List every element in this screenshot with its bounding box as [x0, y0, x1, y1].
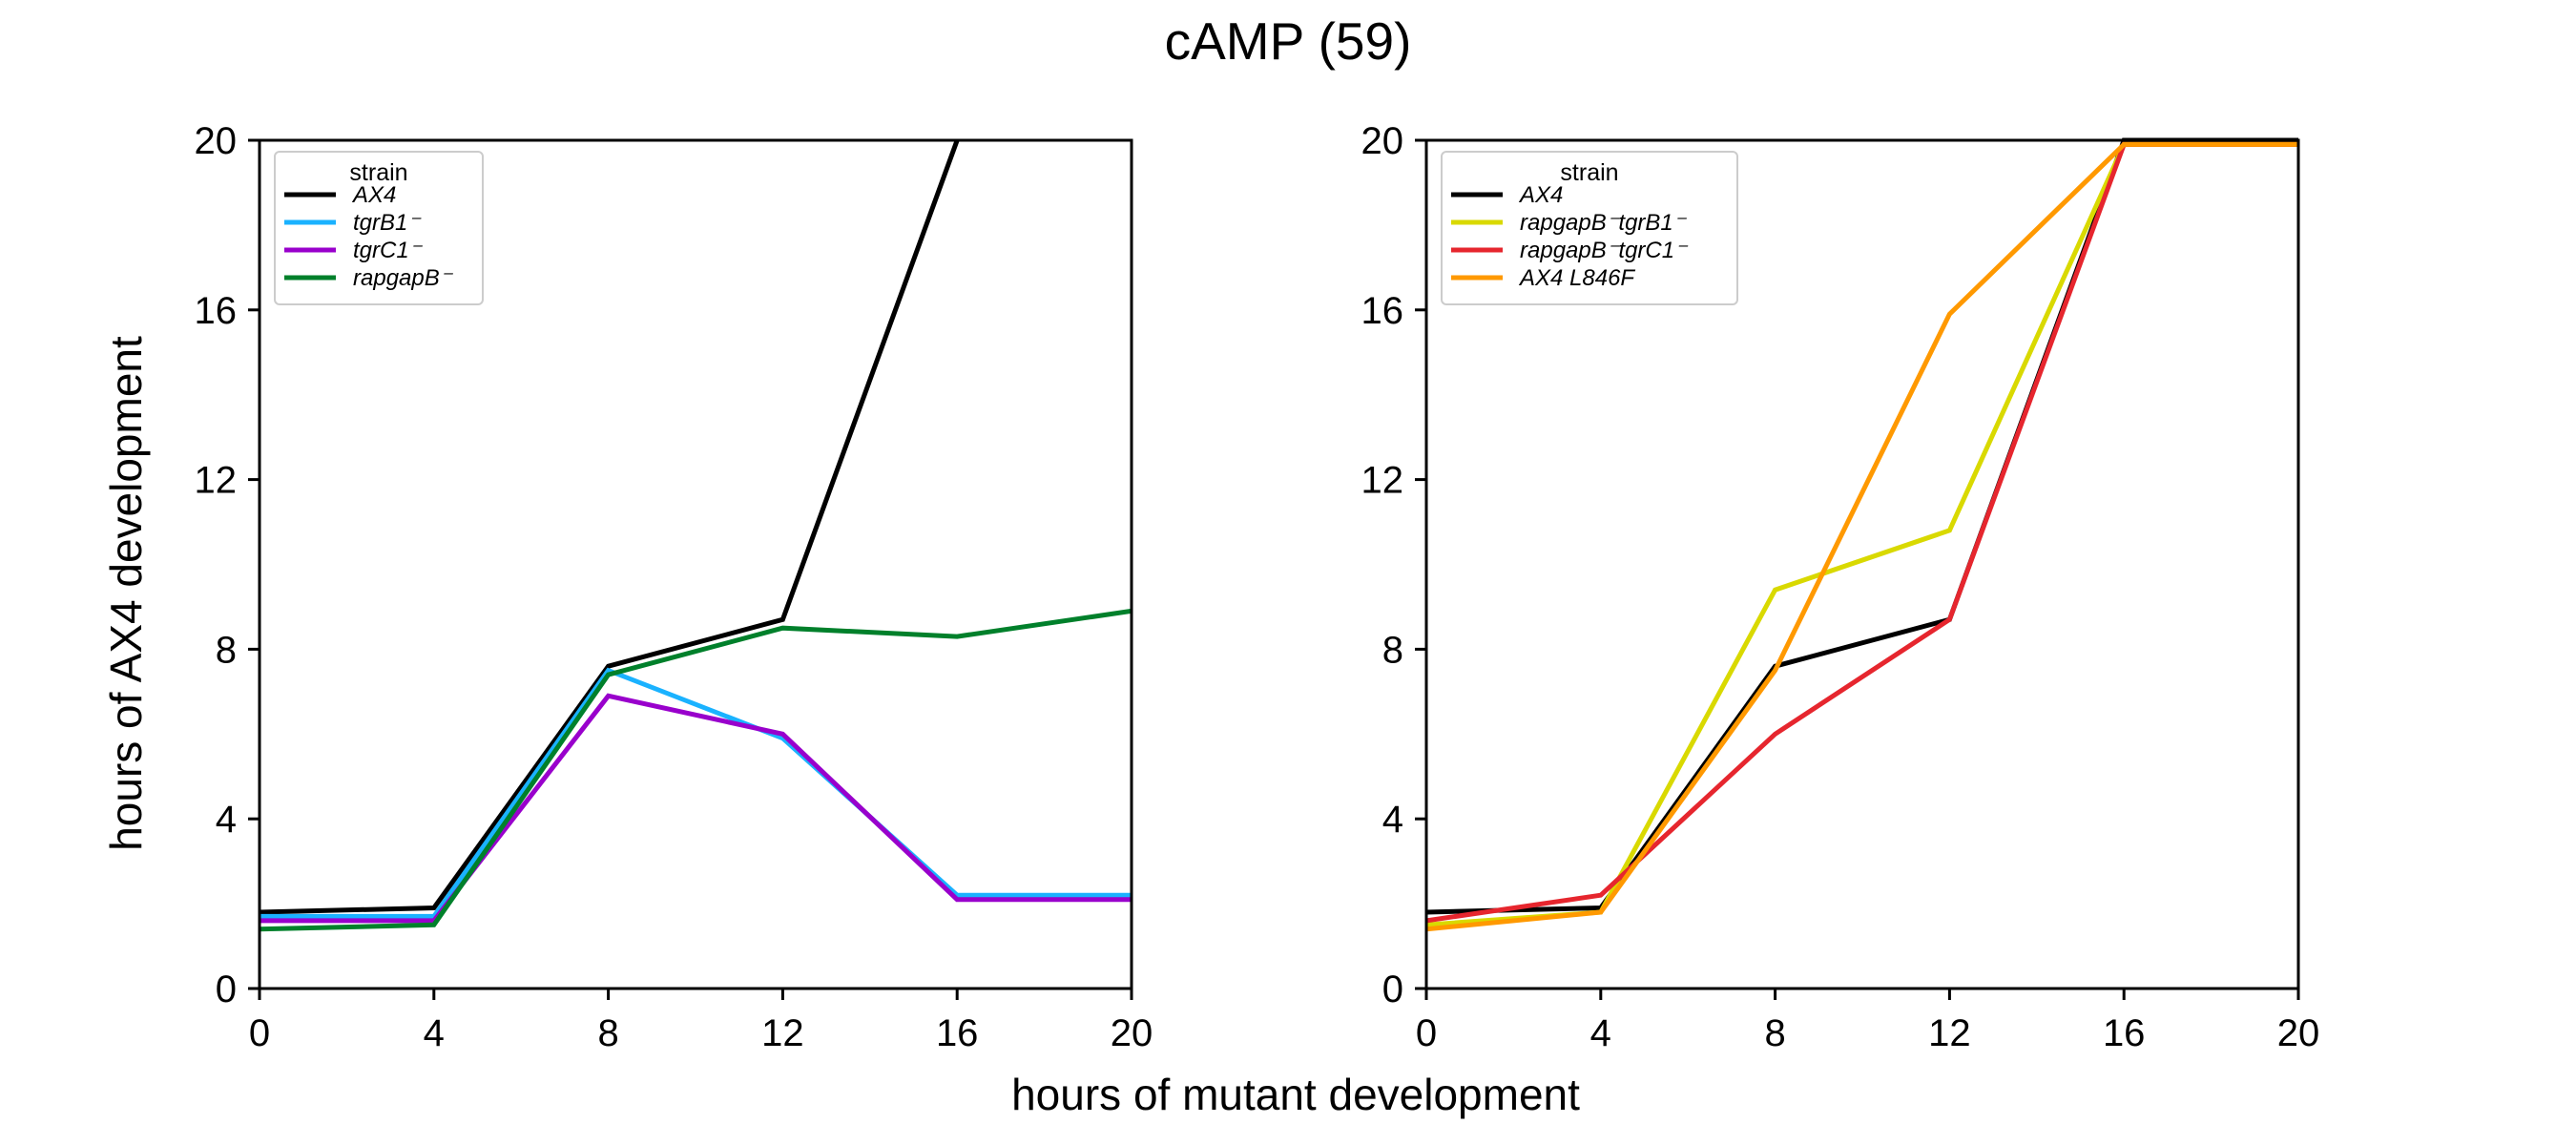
x-tick-label: 4 [424, 1012, 445, 1054]
x-tick-label: 8 [597, 1012, 618, 1054]
series-line-1 [260, 139, 960, 915]
plot-frame [1424, 138, 2300, 990]
x-tick-label: 0 [1416, 1012, 1437, 1054]
legend: strainAX4rapgapB⁻tgrB1⁻rapgapB⁻tgrC1⁻AX4… [1441, 151, 1738, 305]
x-tick-label: 16 [936, 1012, 979, 1054]
right-panel: 0 4 8 12 16 20 0 4 8 12 16 20 strainAX4rapgapB⁻tgrB1… [1361, 120, 2320, 1054]
plot-frame [258, 138, 1133, 990]
x-tick-label: 4 [1590, 1012, 1611, 1054]
x-tick-label: 12 [761, 1012, 804, 1054]
x-axis-label: hours of mutant development [1011, 1070, 1580, 1119]
y-tick-label: 12 [195, 460, 238, 502]
series-line-4 [260, 608, 1132, 932]
legend-label: rapgapB⁻tgrC1⁻ [1520, 238, 1689, 263]
x-tick-label: 16 [2103, 1012, 2146, 1054]
y-tick-label: 16 [195, 290, 238, 332]
y-tick-label: 12 [1361, 460, 1404, 502]
y-axis-label: hours of AX4 development [101, 336, 151, 851]
x-tick-label: 20 [2277, 1012, 2320, 1054]
legend-box [1441, 151, 1738, 305]
legend-label: tgrC1⁻ [353, 238, 424, 263]
y-tick-label: 8 [1382, 629, 1403, 671]
x-tick-label: 0 [249, 1012, 270, 1054]
series-line-2 [260, 667, 1132, 919]
x-tick-label: 8 [1764, 1012, 1785, 1054]
x-tick-label: 20 [1111, 1012, 1153, 1054]
y-tick-label: 16 [1361, 290, 1404, 332]
legend-label: AX4 [1518, 182, 1563, 208]
y-tick-label: 20 [1361, 120, 1404, 162]
series-line-3 [260, 693, 1132, 924]
y-tick-label: 0 [1382, 968, 1403, 1010]
y-tick-label: 8 [216, 629, 237, 671]
left-panel: 0 4 8 12 16 20 0 4 8 12 16 20 strainAX4tgrB1⁻tgrC1⁻r… [195, 120, 1153, 1054]
legend-box [274, 151, 484, 305]
y-tick-label: 0 [216, 968, 237, 1010]
x-tick-label: 12 [1928, 1012, 1971, 1054]
legend-label: AX4 L846F [1518, 265, 1635, 291]
chart-title: cAMP (59) [1165, 11, 1412, 71]
series-line-4 [1426, 141, 2298, 932]
legend-label: AX4 [351, 182, 396, 208]
legend-title: strain [349, 159, 407, 186]
legend-label: rapgapB⁻tgrB1⁻ [1520, 210, 1688, 236]
y-tick-label: 4 [1382, 799, 1403, 841]
legend-title: strain [1560, 159, 1618, 186]
series-group [260, 139, 1132, 932]
y-tick-label: 20 [195, 120, 238, 162]
y-tick-label: 4 [216, 799, 237, 841]
legend-label: tgrB1⁻ [353, 210, 422, 236]
legend-label: rapgapB⁻ [353, 265, 454, 291]
